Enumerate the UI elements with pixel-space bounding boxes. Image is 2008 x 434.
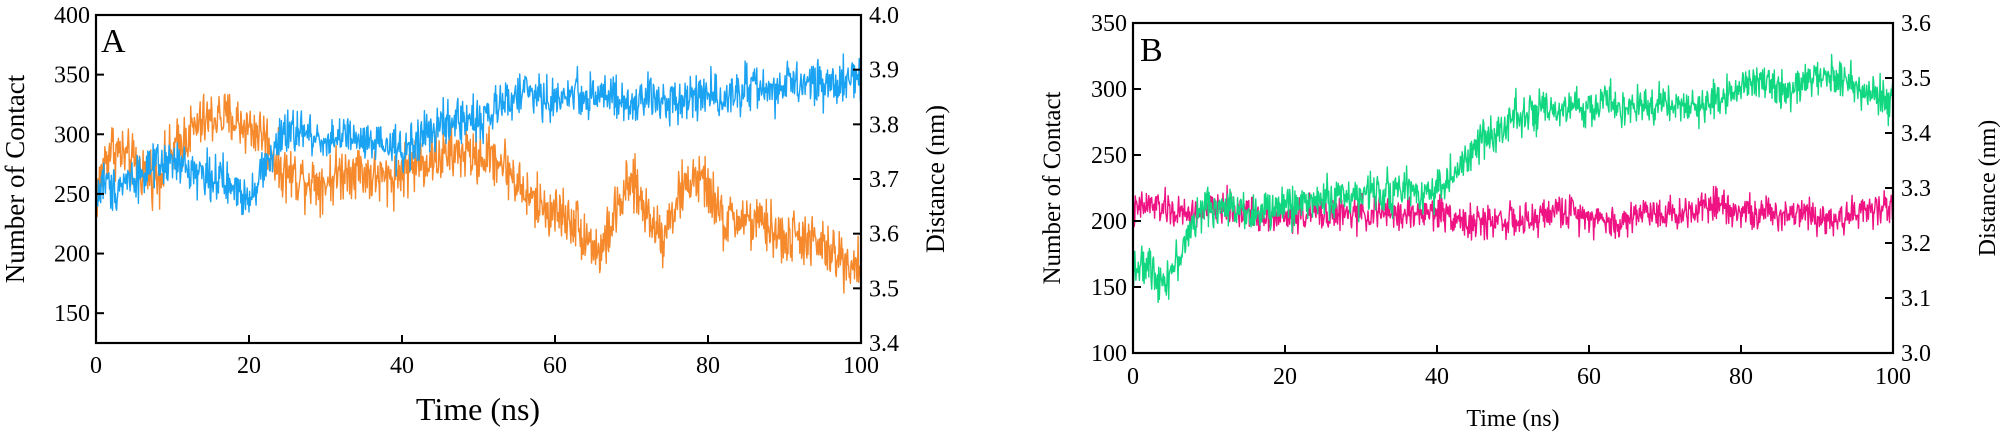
panel-b-x-tick-label: 20 — [1273, 364, 1297, 390]
panel-b-y-axis-left: 100 150 200 250 300 350 — [1091, 11, 1141, 367]
panel-a-plot-area — [95, 53, 862, 294]
panel-a-y-right-tick-label: 3.4 — [869, 331, 899, 357]
panel-a-y-left-tick-label: 350 — [54, 63, 90, 89]
panel-b-y-left-tick-label: 150 — [1091, 275, 1127, 301]
panel-b-x-axis-title: Time (ns) — [1466, 406, 1559, 432]
panel-b-y-right-tick-label: 3.4 — [1901, 121, 1931, 147]
panel-b-y-right-tick-label: 3.6 — [1901, 11, 1931, 37]
panel-label-a: A — [101, 23, 126, 60]
panel-b-y-right-tick-label: 3.1 — [1901, 286, 1931, 312]
panel-a-y-left-tick-label: 200 — [54, 242, 90, 268]
panel-a-y-axis-left: 150 200 250 300 350 400 — [54, 3, 104, 327]
panel-b-y-axis-right: 3.0 3.1 3.2 3.3 3.4 3.5 3.6 — [1885, 11, 1931, 367]
panel-b-y-left-tick-label: 200 — [1091, 209, 1127, 235]
panel-a-x-tick-label: 80 — [696, 353, 720, 379]
panel-a-x-tick-label: 20 — [237, 353, 261, 379]
panel-a-y-right-tick-label: 4.0 — [869, 3, 899, 29]
panel-b-x-axis: 0 20 40 60 80 100 — [1127, 345, 1911, 390]
panel-b-y-left-tick-label: 250 — [1091, 143, 1127, 169]
panel-b-series-2-line — [1132, 53, 1894, 304]
panel-a-y-right-tick-label: 3.9 — [869, 58, 899, 84]
panel-a: A 0 20 40 60 80 100 150 200 250 300 350 400 3.4 3.5… — [0, 3, 950, 427]
panel-a-x-axis-title: Time (ns) — [416, 391, 540, 427]
panel-a-y-right-tick-label: 3.8 — [869, 112, 899, 138]
panel-a-x-tick-label: 40 — [390, 353, 414, 379]
panel-b-y-right-tick-label: 3.3 — [1901, 176, 1931, 202]
panel-b-y-left-tick-label: 100 — [1091, 341, 1127, 367]
panel-b: B 0 20 40 60 80 100 100 150 200 250 300 350 3.0 3.1… — [1039, 11, 2001, 432]
panel-b-y-right-tick-label: 3.2 — [1901, 231, 1931, 257]
panel-b-y-axis-right-title: Distance (nm) — [1975, 120, 2001, 257]
panel-b-x-tick-label: 100 — [1875, 364, 1911, 390]
panel-a-y-right-tick-label: 3.5 — [869, 276, 899, 302]
panel-a-y-left-tick-label: 300 — [54, 122, 90, 148]
panel-a-x-tick-label: 100 — [843, 353, 879, 379]
panel-a-y-left-tick-label: 250 — [54, 182, 90, 208]
panel-a-y-axis-right-title: Distance (nm) — [921, 105, 950, 253]
panel-b-y-right-tick-label: 3.5 — [1901, 66, 1931, 92]
panel-a-y-axis-right: 3.4 3.5 3.6 3.7 3.8 3.9 4.0 — [853, 3, 899, 357]
panel-a-series-1-line — [95, 93, 862, 294]
panel-b-x-tick-label: 80 — [1729, 364, 1753, 390]
panel-b-y-axis-left-title: Number of Contact — [1039, 91, 1066, 284]
panel-label-b: B — [1140, 32, 1163, 69]
panel-a-series-2-line — [95, 53, 862, 216]
panel-a-x-tick-label: 0 — [90, 353, 102, 379]
panel-a-y-right-tick-label: 3.6 — [869, 222, 899, 248]
panel-b-x-tick-label: 60 — [1577, 364, 1601, 390]
panel-a-y-left-tick-label: 400 — [54, 3, 90, 29]
panel-a-x-tick-label: 60 — [543, 353, 567, 379]
panel-b-plot-area — [1132, 53, 1894, 304]
panel-a-x-axis: 0 20 40 60 80 100 — [90, 335, 879, 379]
panel-b-y-left-tick-label: 350 — [1091, 11, 1127, 37]
panel-b-frame — [1131, 21, 1895, 355]
panel-b-y-left-tick-label: 300 — [1091, 77, 1127, 103]
panel-b-x-tick-label: 40 — [1425, 364, 1449, 390]
panel-b-x-tick-label: 0 — [1127, 364, 1139, 390]
panel-b-y-right-tick-label: 3.0 — [1901, 341, 1931, 367]
panel-a-y-right-tick-label: 3.7 — [869, 167, 899, 193]
panel-a-y-left-tick-label: 150 — [54, 301, 90, 327]
panel-a-y-axis-left-title: Number of Contact — [0, 74, 30, 283]
